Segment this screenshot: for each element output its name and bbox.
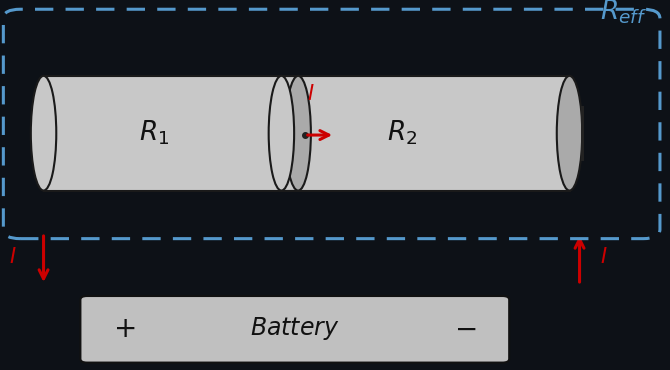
- Text: $I$: $I$: [307, 84, 314, 104]
- Bar: [44, 76, 298, 191]
- Bar: [281, 76, 570, 191]
- Ellipse shape: [285, 76, 311, 191]
- Text: $R_1$: $R_1$: [139, 119, 170, 148]
- Text: $Battery$: $Battery$: [250, 315, 340, 342]
- Text: $R_2$: $R_2$: [387, 119, 417, 148]
- FancyBboxPatch shape: [80, 296, 509, 363]
- Text: $+$: $+$: [113, 314, 135, 343]
- Text: $I$: $I$: [600, 247, 607, 267]
- Text: $R_{eff}$: $R_{eff}$: [600, 0, 647, 26]
- Ellipse shape: [269, 76, 294, 191]
- Text: $-$: $-$: [454, 314, 477, 343]
- Text: $I$: $I$: [9, 247, 17, 267]
- Ellipse shape: [31, 76, 56, 191]
- Ellipse shape: [557, 76, 582, 191]
